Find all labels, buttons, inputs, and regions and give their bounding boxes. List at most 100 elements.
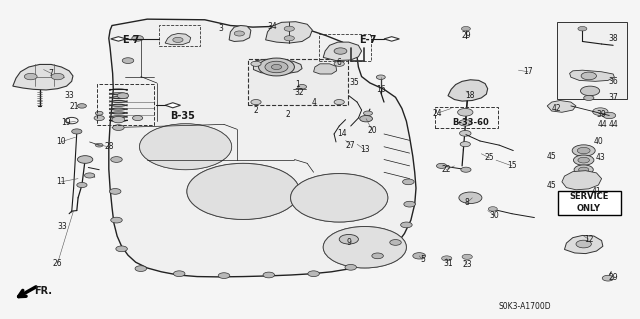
Circle shape (218, 273, 230, 278)
Circle shape (84, 173, 95, 178)
Text: 8: 8 (465, 198, 470, 207)
Circle shape (135, 266, 147, 271)
Text: 12: 12 (584, 235, 593, 244)
Circle shape (372, 253, 383, 259)
Text: 11: 11 (56, 177, 65, 186)
Text: FR.: FR. (35, 286, 52, 296)
Circle shape (112, 116, 125, 123)
Text: 30: 30 (490, 211, 500, 220)
Bar (319, 34, 371, 61)
Circle shape (376, 75, 385, 79)
Circle shape (284, 36, 294, 41)
Text: 29: 29 (461, 31, 471, 40)
Text: 37: 37 (608, 93, 618, 102)
Text: 28: 28 (104, 142, 113, 151)
Circle shape (51, 73, 64, 80)
Text: ONLY: ONLY (577, 204, 601, 213)
Text: 33: 33 (64, 91, 74, 100)
Circle shape (298, 85, 307, 89)
Circle shape (251, 61, 261, 66)
Text: 18: 18 (466, 91, 475, 100)
Text: 39: 39 (596, 110, 607, 119)
Polygon shape (562, 171, 602, 190)
Circle shape (94, 115, 104, 121)
Circle shape (404, 201, 415, 207)
Polygon shape (253, 59, 302, 73)
Circle shape (581, 72, 596, 80)
Text: 29: 29 (608, 273, 618, 282)
Text: 1: 1 (295, 80, 300, 89)
Text: 43: 43 (595, 153, 605, 162)
Text: 14: 14 (337, 130, 348, 138)
Circle shape (140, 124, 232, 170)
Polygon shape (570, 70, 614, 81)
Text: S0K3-A1700D: S0K3-A1700D (499, 302, 551, 311)
Text: 3: 3 (218, 24, 223, 33)
Polygon shape (564, 235, 603, 254)
Text: 20: 20 (367, 126, 378, 135)
Text: 35: 35 (349, 78, 360, 87)
Circle shape (265, 61, 288, 73)
Polygon shape (111, 37, 126, 41)
Polygon shape (314, 64, 337, 74)
Text: 34: 34 (267, 22, 277, 31)
Text: 22: 22 (442, 165, 451, 174)
Text: 45: 45 (547, 181, 557, 189)
Text: SERVICE: SERVICE (569, 192, 609, 201)
Circle shape (24, 73, 37, 80)
Text: 23: 23 (462, 260, 472, 269)
Text: 31: 31 (443, 259, 453, 268)
Text: 27: 27 (346, 141, 356, 150)
Circle shape (132, 115, 143, 121)
Circle shape (460, 142, 470, 147)
Bar (557, 22, 627, 99)
Circle shape (122, 58, 134, 63)
Text: B-35: B-35 (170, 111, 195, 122)
Circle shape (284, 26, 294, 31)
Circle shape (462, 254, 472, 259)
Text: E-7: E-7 (122, 35, 140, 45)
Circle shape (263, 272, 275, 278)
Circle shape (461, 26, 470, 31)
Polygon shape (384, 37, 399, 41)
Circle shape (436, 163, 447, 168)
Circle shape (602, 275, 614, 281)
Text: 41: 41 (591, 187, 602, 196)
Circle shape (573, 155, 594, 165)
Circle shape (574, 165, 593, 174)
Text: 7: 7 (49, 69, 54, 78)
Text: 26: 26 (52, 259, 63, 268)
Text: 40: 40 (593, 137, 604, 146)
Circle shape (109, 189, 121, 194)
Circle shape (334, 48, 347, 54)
Circle shape (401, 222, 412, 228)
Text: 32: 32 (294, 88, 305, 97)
Polygon shape (229, 26, 251, 41)
Circle shape (339, 234, 358, 244)
Polygon shape (547, 100, 576, 112)
Circle shape (77, 104, 86, 108)
Circle shape (576, 240, 591, 248)
Circle shape (580, 86, 600, 96)
Bar (435, 107, 498, 128)
Circle shape (364, 111, 372, 115)
Text: 45: 45 (547, 152, 557, 161)
Bar (558, 191, 621, 215)
Polygon shape (448, 80, 488, 101)
Polygon shape (109, 19, 416, 277)
Polygon shape (13, 64, 73, 90)
Circle shape (442, 256, 452, 261)
Circle shape (116, 246, 127, 252)
Circle shape (413, 253, 426, 259)
Circle shape (577, 147, 590, 154)
Text: 13: 13 (360, 145, 370, 154)
Circle shape (173, 271, 185, 277)
Circle shape (458, 108, 473, 116)
Circle shape (345, 264, 356, 270)
Text: 21: 21 (70, 102, 79, 111)
Text: 4: 4 (311, 98, 316, 107)
Circle shape (584, 95, 594, 100)
Polygon shape (165, 103, 180, 108)
Text: E-7: E-7 (359, 35, 377, 45)
Text: 24: 24 (432, 109, 442, 118)
